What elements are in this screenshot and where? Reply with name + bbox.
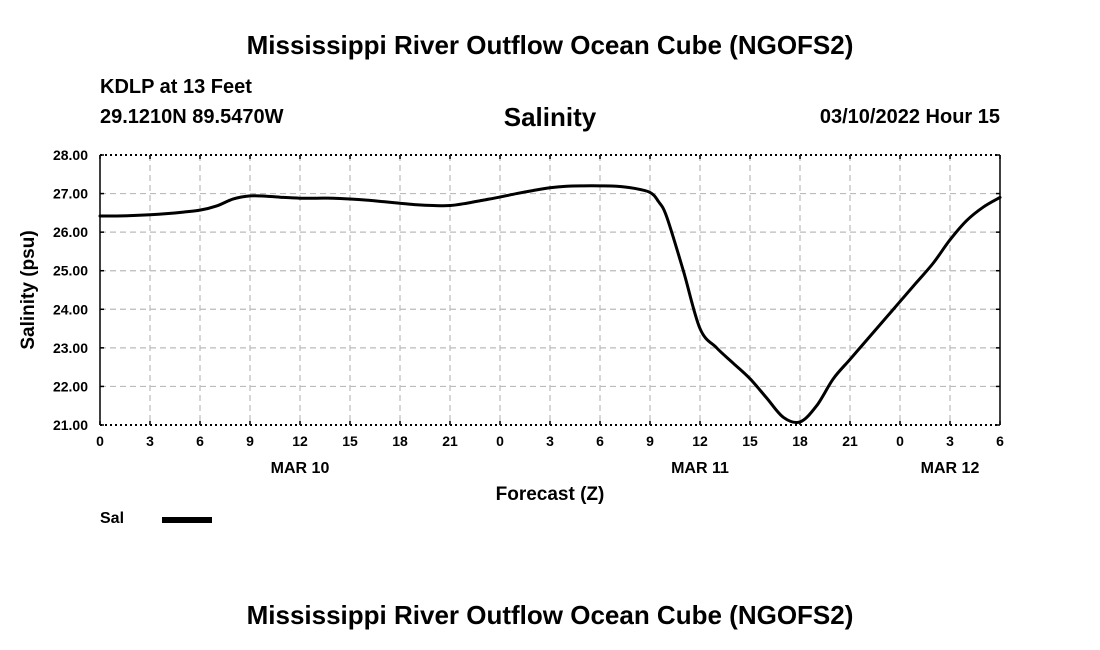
x-tick-label: 9 <box>246 433 254 449</box>
x-tick-label: 18 <box>392 433 408 449</box>
x-tick-label: 18 <box>792 433 808 449</box>
y-tick-label: 22.00 <box>53 378 88 394</box>
x-axis-label: Forecast (Z) <box>496 484 605 505</box>
legend-line-swatch <box>162 517 212 523</box>
y-tick-label: 27.00 <box>53 186 88 202</box>
y-tick-label: 26.00 <box>53 224 88 240</box>
x-tick-label: 0 <box>96 433 104 449</box>
y-tick-label: 23.00 <box>53 340 88 356</box>
y-tick-label: 24.00 <box>53 301 88 317</box>
x-tick-label: 15 <box>342 433 358 449</box>
x-tick-label: 3 <box>546 433 554 449</box>
x-tick-label: 3 <box>946 433 954 449</box>
chart-title: Salinity <box>503 102 597 132</box>
station-label: KDLP at 13 Feet <box>100 76 252 98</box>
x-tick-label: 12 <box>692 433 708 449</box>
x-tick-label: 21 <box>442 433 458 449</box>
y-axis-label: Salinity (psu) <box>18 230 39 349</box>
x-tick-label: 6 <box>196 433 204 449</box>
run-time: 03/10/2022 Hour 15 <box>819 106 1000 128</box>
y-tick-label: 28.00 <box>53 147 88 163</box>
main-title: Mississippi River Outflow Ocean Cube (NG… <box>246 30 854 60</box>
footer-title: Mississippi River Outflow Ocean Cube (NG… <box>246 600 854 630</box>
x-tick-label: 0 <box>496 433 504 449</box>
x-tick-label: 3 <box>146 433 154 449</box>
x-tick-label: 12 <box>292 433 308 449</box>
x-tick-label: 21 <box>842 433 858 449</box>
x-tick-label: 6 <box>596 433 604 449</box>
series-line-sal <box>98 184 1002 425</box>
date-label: MAR 12 <box>921 460 980 477</box>
date-label: MAR 11 <box>671 460 729 477</box>
x-tick-label: 9 <box>646 433 654 449</box>
y-tick-label: 25.00 <box>53 263 88 279</box>
legend-label: Sal <box>100 510 125 527</box>
date-label: MAR 10 <box>271 460 330 477</box>
station-coordinates: 29.1210N 89.5470W <box>100 106 284 128</box>
y-tick-label: 21.00 <box>53 417 88 433</box>
x-tick-label: 15 <box>742 433 758 449</box>
x-tick-label: 6 <box>996 433 1004 449</box>
x-tick-label: 0 <box>896 433 904 449</box>
